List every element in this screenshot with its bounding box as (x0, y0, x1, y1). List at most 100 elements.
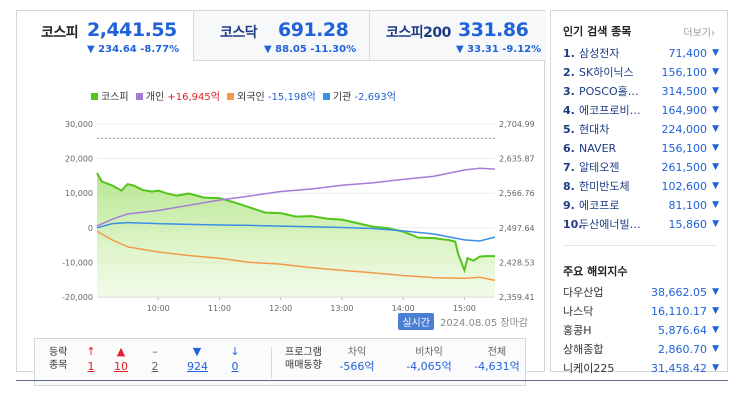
lower-limit-arrow-icon: ↓ (230, 345, 240, 358)
y-right-tick-label: 2,497.64 (499, 224, 535, 233)
overseas-item[interactable]: 다우산업 38,662.05 ▼ (563, 283, 719, 302)
overseas-value: 2,860.70 (658, 343, 707, 356)
popular-name: 한미반도체 (579, 180, 630, 193)
chart-timestamp: 2024.08.05 장마감 (439, 318, 528, 329)
popular-rank: 10. (563, 218, 583, 231)
down-arrow-icon: ▼ (712, 287, 719, 297)
sidebar-panel: 인기 검색 종목 더보기› 1. 삼성전자 71,400 ▼ 2. SK하이닉스 156,1… (550, 10, 728, 375)
more-link-label: 더보기 (683, 28, 711, 39)
institution-line (96, 221, 496, 242)
popular-price: 15,860 (668, 218, 708, 231)
popular-name: NAVER (579, 142, 617, 155)
kospi-line (96, 172, 495, 274)
popular-rank: 5. (563, 123, 575, 136)
unchanged-arrow-icon: – (152, 345, 158, 358)
program-trading-label-top: 프로그램 (285, 347, 322, 358)
sidebar-divider (563, 245, 717, 246)
y-right-tick-label: 2,359.41 (499, 293, 535, 302)
x-tick-label: 13:00 (330, 304, 353, 311)
legend-kospi-swatch (91, 93, 98, 100)
program-col: 전체 -4,631억 (467, 346, 527, 375)
tab-kosdaq-change: ▼ 88.05 -11.30% (264, 44, 357, 55)
overseas-item[interactable]: 홍콩H 5,876.64 ▼ (563, 321, 719, 340)
rise-count: 10 (114, 360, 128, 373)
live-badge[interactable]: 실시간 (398, 313, 434, 330)
down-arrow-icon: ▼ (712, 219, 719, 229)
program-value: -4,065억 (406, 360, 452, 373)
popular-item[interactable]: 6. NAVER 156,100 ▼ (563, 139, 719, 158)
popular-price: 156,100 (661, 66, 708, 79)
program-trading-label: 프로그램 매매동향 (285, 346, 322, 372)
tab-kospi[interactable]: 코스피 2,441.55 ▼ 234.64 -8.77% (17, 11, 193, 61)
y-left-tick-label: 30,000 (65, 120, 93, 129)
overseas-item[interactable]: 상해종합 2,860.70 ▼ (563, 340, 719, 359)
popular-item[interactable]: 1. 삼성전자 71,400 ▼ (563, 44, 719, 63)
overseas-item[interactable]: 나스닥 16,110.17 ▼ (563, 302, 719, 321)
y-left-tick-label: 0 (88, 224, 93, 233)
legend-foreign: 외국인 -15,198억 (227, 92, 316, 103)
program-head: 차익 (347, 347, 367, 358)
popular-item[interactable]: 4. 에코프로비… 164,900 ▼ (563, 101, 719, 120)
unchanged-count: 2 (151, 360, 159, 373)
program-col: 비차익 -4,065억 (399, 346, 459, 375)
popular-item[interactable]: 10. 두산에너빌… 15,860 ▼ (563, 215, 719, 234)
count-lower-limit[interactable]: ↓ 0 (225, 345, 245, 374)
popular-price: 156,100 (661, 142, 708, 155)
popular-name: 알테오젠 (579, 161, 620, 174)
tab-kosdaq[interactable]: 코스닥 691.28 ▼ 88.05 -11.30% (193, 11, 369, 61)
popular-item[interactable]: 9. 에코프로 81,100 ▼ (563, 196, 719, 215)
legend-kospi: 코스피 (91, 92, 129, 103)
y-left-tick-label: 20,000 (65, 155, 93, 164)
overseas-item[interactable]: 니케이225 31,458.42 ▼ (563, 359, 719, 378)
popular-rank: 8. (563, 180, 575, 193)
popular-item[interactable]: 2. SK하이닉스 156,100 ▼ (563, 63, 719, 82)
x-tick-label: 12:00 (269, 304, 292, 311)
foreign-line (96, 230, 496, 282)
x-tick-label: 15:00 (453, 304, 476, 311)
popular-item[interactable]: 8. 한미반도체 102,600 ▼ (563, 177, 719, 196)
tab-kosdaq-value: 691.28 (278, 19, 349, 41)
legend-foreign-label: 외국인 (237, 92, 265, 103)
advance-decline-label-top: 등락 (49, 347, 68, 358)
overseas-value: 16,110.17 (651, 305, 707, 318)
overseas-value: 31,458.42 (651, 362, 707, 375)
fall-count: 924 (187, 360, 208, 373)
count-unchanged[interactable]: –2 (145, 345, 165, 374)
popular-title: 인기 검색 종목 (563, 25, 632, 38)
down-arrow-icon: ▼ (712, 363, 719, 373)
count-upper-limit[interactable]: ↑ 1 (81, 346, 101, 374)
more-link[interactable]: 더보기› (683, 24, 715, 39)
popular-rank: 7. (563, 161, 575, 174)
popular-item[interactable]: 7. 알테오젠 261,500 ▼ (563, 158, 719, 177)
legend-individual-label: 개인 (145, 92, 165, 103)
y-right-tick-label: 2,635.87 (499, 155, 535, 164)
popular-rank: 4. (563, 104, 575, 117)
chart-legend: 코스피 개인 +16,945억 외국인 -15,198억 기관 -2,693억 (91, 88, 400, 103)
count-fall[interactable]: ▼ 924 (187, 345, 208, 374)
upper-limit-count: 1 (87, 360, 95, 373)
popular-item[interactable]: 5. 현대차 224,000 ▼ (563, 120, 719, 139)
legend-individual-swatch (135, 93, 143, 100)
popular-price: 81,100 (668, 199, 708, 212)
x-tick-label: 11:00 (208, 304, 231, 311)
bottom-divider (16, 380, 728, 381)
lower-limit-count: 0 (231, 360, 239, 373)
popular-name: 두산에너빌… (579, 218, 641, 231)
count-rise[interactable]: ▲ 10 (111, 346, 131, 374)
program-head: 전체 (487, 347, 507, 358)
legend-foreign-swatch (227, 93, 235, 100)
tab-kospi200[interactable]: 코스피200 331.86 ▼ 33.31 -9.12% (369, 11, 546, 61)
stats-divider (271, 347, 272, 379)
index-tabs: 코스피 2,441.55 ▼ 234.64 -8.77% 코스닥 691.28 … (17, 11, 546, 61)
fall-arrow-icon: ▼ (192, 345, 202, 358)
popular-rank: 6. (563, 142, 575, 155)
popular-item[interactable]: 3. POSCO홀… 314,500 ▼ (563, 82, 719, 101)
popular-rank: 3. (563, 85, 575, 98)
x-tick-label: 10:00 (147, 304, 170, 311)
popular-price: 314,500 (661, 85, 708, 98)
down-arrow-icon: ▼ (712, 143, 719, 153)
legend-individual-value: +16,945억 (167, 92, 220, 103)
popular-name: 에코프로비… (579, 104, 641, 117)
overseas-name: 니케이225 (563, 362, 615, 375)
tab-kospi-change: ▼ 234.64 -8.77% (87, 44, 180, 55)
